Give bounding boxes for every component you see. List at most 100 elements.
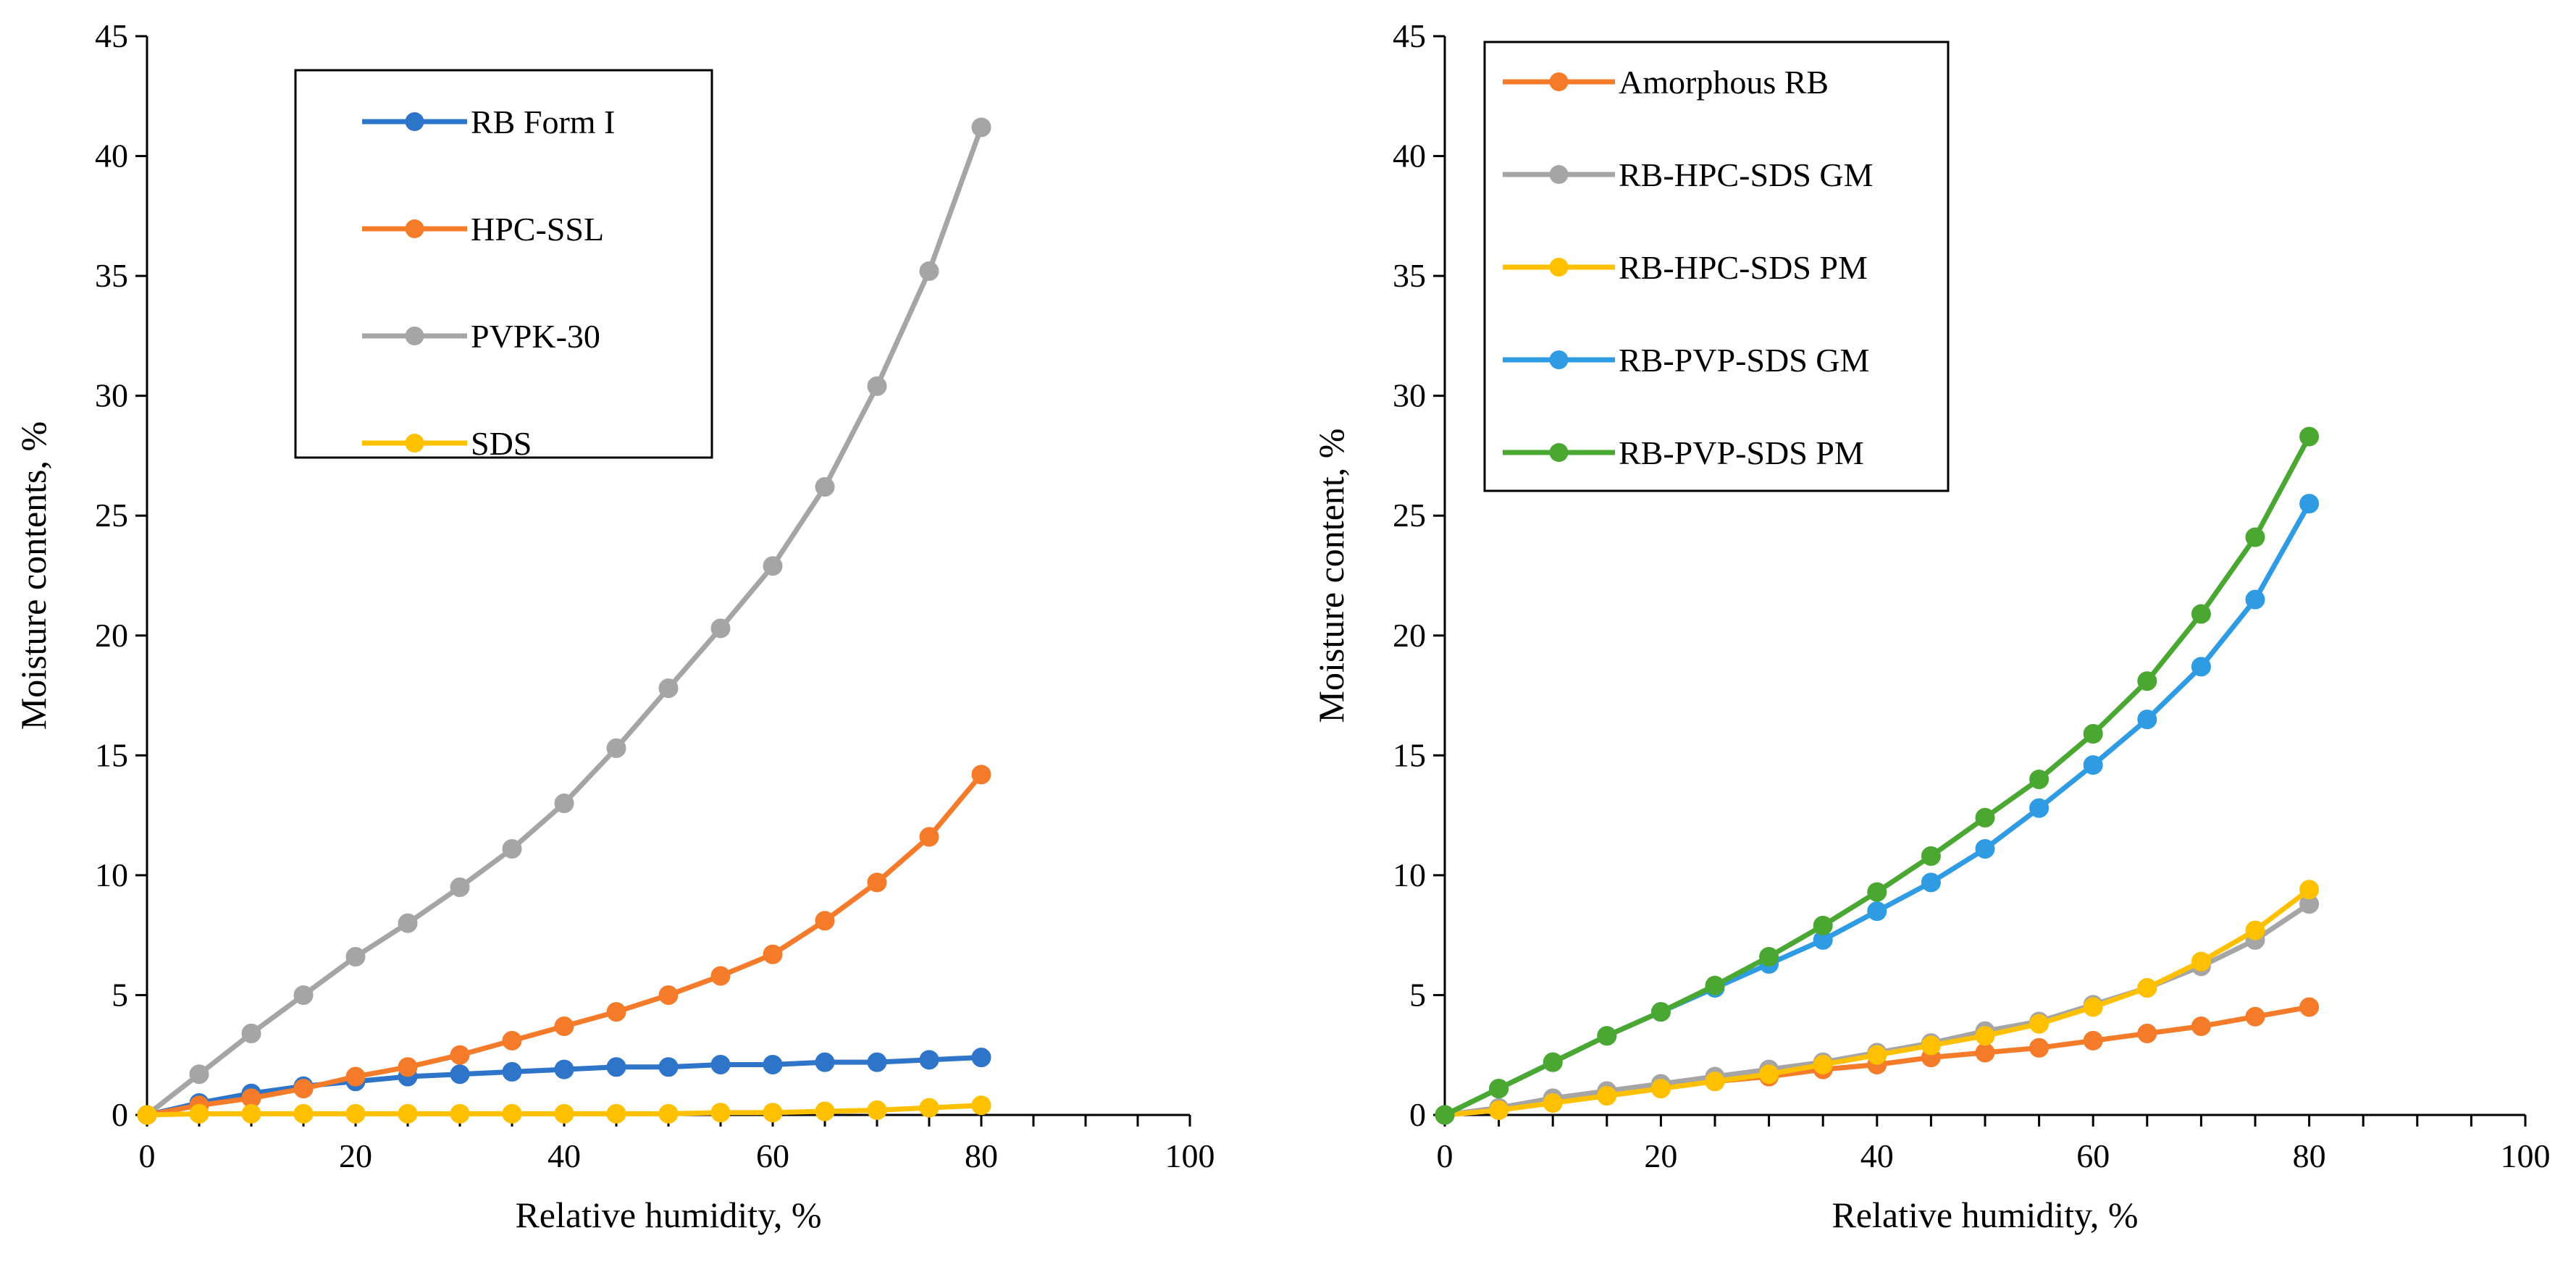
y-tick-label: 45 [95, 17, 128, 54]
data-point-rb-pvp-sds-pm [1813, 915, 1833, 935]
data-point-hpc-ssl [606, 1002, 626, 1022]
data-point-rb-hpc-sds-pm [2299, 880, 2320, 900]
x-axis-title: Relative humidity, % [1832, 1195, 2138, 1235]
y-tick-label: 30 [95, 377, 128, 414]
data-point-pvpk-30 [450, 877, 470, 897]
data-point-sds [554, 1103, 574, 1124]
legend-marker-sds [405, 434, 424, 452]
x-axis-title: Relative humidity, % [515, 1195, 821, 1235]
x-tick-label: 20 [339, 1137, 372, 1174]
data-point-pvpk-30 [293, 985, 314, 1005]
data-point-hpc-ssl [919, 827, 939, 847]
data-point-rb-pvp-sds-gm [1975, 838, 1995, 859]
legend-label-rb-hpc-sds-pm: RB-HPC-SDS PM [1619, 249, 1868, 286]
data-point-rb-form-i [971, 1048, 991, 1068]
legend-label-amorphous-rb: Amorphous RB [1619, 64, 1829, 101]
data-point-rb-pvp-sds-pm [2029, 769, 2050, 789]
data-point-rb-form-i [606, 1057, 626, 1077]
data-point-pvpk-30 [502, 838, 522, 859]
legend-marker-amorphous-rb [1549, 72, 1569, 91]
data-point-pvpk-30 [919, 261, 939, 281]
data-point-sds [971, 1095, 991, 1116]
data-point-rb-form-i [867, 1052, 887, 1072]
data-point-rb-pvp-sds-gm [2299, 494, 2320, 514]
data-point-hpc-ssl [971, 765, 991, 785]
data-point-rb-form-i [763, 1054, 783, 1074]
data-point-rb-pvp-sds-gm [2245, 589, 2265, 610]
data-point-sds [137, 1105, 157, 1125]
x-tick-label: 80 [965, 1137, 998, 1174]
data-point-sds [815, 1101, 835, 1121]
data-point-sds [502, 1103, 522, 1124]
data-point-amorphous-rb [2083, 1030, 2103, 1051]
x-tick-label: 20 [1644, 1137, 1677, 1174]
data-point-hpc-ssl [502, 1030, 522, 1051]
data-point-sds [345, 1103, 366, 1124]
data-point-rb-pvp-sds-pm [2191, 604, 2211, 624]
data-point-rb-pvp-sds-pm [1650, 1002, 1671, 1022]
data-point-rb-pvp-sds-gm [2137, 710, 2157, 730]
data-point-pvpk-30 [241, 1023, 261, 1043]
data-point-sds [241, 1103, 261, 1124]
y-tick-label: 5 [112, 976, 128, 1013]
data-point-rb-hpc-sds-pm [1975, 1026, 1995, 1046]
data-point-sds [450, 1103, 470, 1124]
data-point-pvpk-30 [606, 738, 626, 758]
x-tick-label: 60 [2076, 1137, 2110, 1174]
y-tick-label: 0 [1409, 1096, 1426, 1133]
legend-marker-rb-hpc-sds-gm [1549, 165, 1569, 184]
data-point-sds [763, 1103, 783, 1123]
data-point-hpc-ssl [815, 911, 835, 931]
y-tick-label: 25 [1393, 497, 1426, 534]
chart-left-moisture-sorption: 0 5 10 15 20 25 30 35 40 45 0 20 40 60 80 100 Relative h… [13, 17, 1215, 1235]
legend-label-rb-pvp-sds-pm: RB-PVP-SDS PM [1619, 434, 1864, 471]
data-point-amorphous-rb [1975, 1043, 1995, 1063]
data-point-sds [710, 1103, 731, 1123]
data-point-pvpk-30 [763, 556, 783, 576]
chart-right-moisture-sorption: 0 5 10 15 20 25 30 35 40 45 0 20 40 60 80 100 Relative h… [1311, 17, 2551, 1235]
data-point-rb-form-i [658, 1057, 679, 1077]
data-point-hpc-ssl [554, 1016, 574, 1036]
x-tick-label: 0 [1437, 1137, 1453, 1174]
series-line-rb-pvp-sds-pm [1443, 435, 2312, 1118]
data-point-hpc-ssl [710, 966, 731, 986]
legend-marker-rb-hpc-sds-pm [1549, 258, 1569, 277]
legend-marker-hpc-ssl [405, 219, 424, 238]
data-point-sds [919, 1098, 939, 1118]
data-point-rb-pvp-sds-pm [1759, 946, 1779, 967]
data-point-pvpk-30 [867, 376, 887, 396]
x-tick-label: 100 [1165, 1137, 1215, 1174]
legend-marker-pvpk-30 [405, 327, 424, 345]
data-point-sds [658, 1103, 679, 1124]
x-tick-label: 40 [1860, 1137, 1894, 1174]
y-tick-label: 10 [95, 856, 128, 893]
data-point-rb-form-i [450, 1064, 470, 1085]
data-point-rb-hpc-sds-pm [2245, 920, 2265, 940]
data-point-pvpk-30 [554, 794, 574, 814]
data-point-rb-form-i [815, 1052, 835, 1072]
data-point-rb-pvp-sds-pm [2083, 724, 2103, 744]
data-point-rb-pvp-sds-pm [2245, 527, 2265, 547]
data-point-rb-form-i [554, 1059, 574, 1079]
y-axis-title: Moisture contents, % [13, 421, 54, 730]
data-point-pvpk-30 [345, 946, 366, 967]
y-tick-label: 45 [1393, 17, 1426, 54]
data-point-pvpk-30 [710, 618, 731, 639]
x-tick-label: 80 [2293, 1137, 2326, 1174]
data-point-amorphous-rb [2029, 1037, 2050, 1058]
data-point-rb-pvp-sds-pm [1867, 882, 1887, 902]
legend-label-rb-hpc-sds-gm: RB-HPC-SDS GM [1619, 156, 1874, 193]
series-line-rb-hpc-sds-pm [1444, 887, 2311, 1118]
x-tick-label: 40 [547, 1137, 581, 1174]
data-point-rb-pvp-sds-pm [2137, 671, 2157, 691]
legend-label-rb-pvp-sds-gm: RB-PVP-SDS GM [1619, 342, 1869, 379]
data-point-pvpk-30 [815, 476, 835, 497]
y-tick-label: 20 [1393, 617, 1426, 654]
data-point-rb-pvp-sds-pm [1543, 1052, 1563, 1072]
y-tick-label: 25 [95, 497, 128, 534]
data-point-rb-hpc-sds-pm [1489, 1100, 1509, 1120]
data-point-rb-hpc-sds-pm [1813, 1054, 1833, 1074]
data-point-rb-hpc-sds-pm [2191, 951, 2211, 972]
y-tick-label: 40 [1393, 138, 1426, 174]
legend-marker-rb-pvp-sds-pm [1549, 443, 1569, 462]
